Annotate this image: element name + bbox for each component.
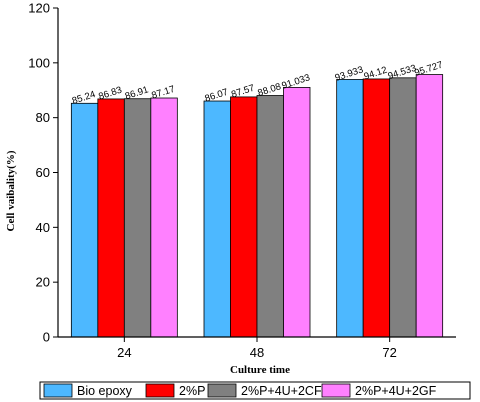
legend-label: 2%P+4U+2GF — [355, 384, 437, 398]
y-axis-title: Cell vaibality(%) — [5, 150, 17, 231]
bar — [362, 78, 391, 338]
bar — [415, 74, 444, 338]
x-tick-label: 72 — [382, 345, 396, 360]
legend-swatch — [145, 383, 175, 398]
legend: Bio epoxy 2%P 2%P+4U+2CF 2%P+4U+2GF — [39, 381, 471, 400]
legend-label: 2%P+4U+2CF — [241, 384, 322, 398]
bar — [389, 77, 417, 338]
bar — [283, 87, 311, 338]
legend-swatch — [43, 383, 73, 398]
legend-swatch — [321, 383, 351, 398]
x-tick-label: 48 — [250, 345, 264, 360]
bar — [230, 96, 258, 338]
legend-label: 2%P — [179, 384, 205, 398]
y-tick-label: 40 — [36, 220, 50, 235]
y-tick-label: 0 — [43, 330, 50, 345]
x-axis-title: Culture time — [230, 364, 290, 376]
bar — [70, 102, 99, 338]
legend-swatch — [207, 383, 237, 398]
y-tick-label: 80 — [36, 110, 50, 125]
bar — [336, 79, 364, 338]
bar — [150, 97, 178, 338]
y-tick-label: 100 — [28, 55, 50, 70]
legend-label: Bio epoxy — [77, 384, 133, 398]
y-tick-label: 20 — [36, 275, 50, 290]
bar — [203, 100, 231, 338]
bar — [123, 98, 152, 338]
bar — [256, 95, 284, 338]
y-tick-label: 120 — [28, 1, 50, 16]
bar — [97, 98, 125, 338]
x-tick-label: 24 — [117, 345, 131, 360]
y-tick-label: 60 — [36, 165, 50, 180]
